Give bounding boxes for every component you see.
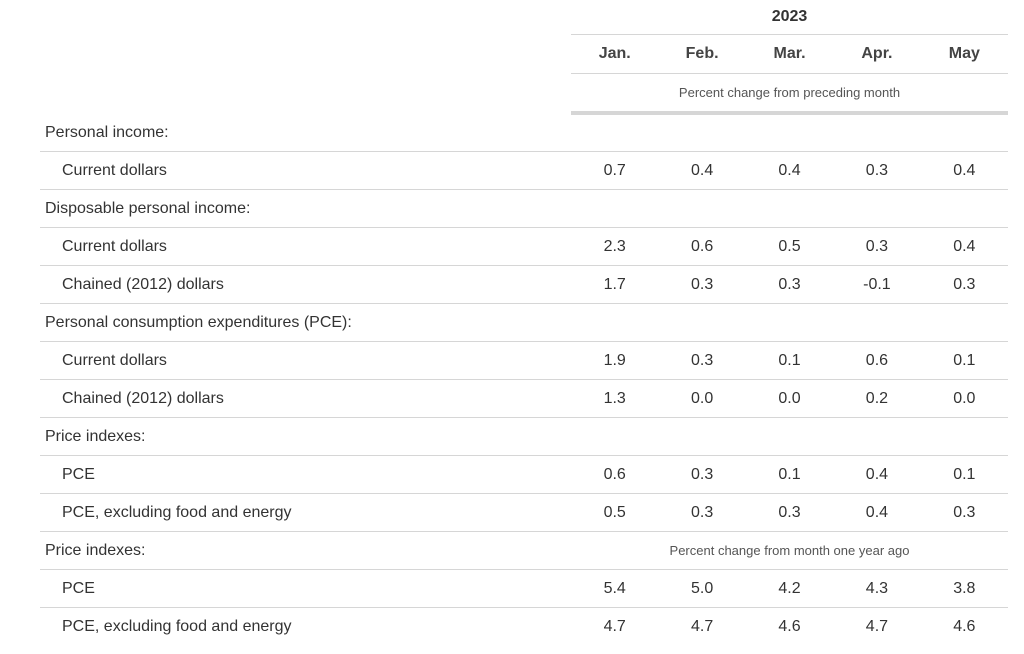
table-cell: 4.7 <box>603 617 626 635</box>
table-cell: 4.2 <box>778 579 801 597</box>
row-label: Price indexes: <box>45 541 146 559</box>
table-row: Current dollars 0.7 0.4 0.4 0.3 0.4 <box>40 151 1008 189</box>
table-cell: 0.3 <box>690 275 714 293</box>
row-label: Personal income: <box>45 123 169 141</box>
table-row: Current dollars 1.9 0.3 0.1 0.6 0.1 <box>40 341 1008 379</box>
table-cell: 0.0 <box>690 389 714 407</box>
month-header: Mar. <box>773 45 806 62</box>
table-cell: 0.3 <box>953 275 976 293</box>
table-cell: 3.8 <box>953 579 976 597</box>
table-cell: 5.0 <box>690 579 714 597</box>
table-cell: 0.3 <box>690 503 714 521</box>
year-header: 2023 <box>571 0 1008 35</box>
table-cell: 0.1 <box>953 465 976 483</box>
table-cell: 0.0 <box>953 389 976 407</box>
table-row: PCE, excluding food and energy 4.7 4.7 4.6 4… <box>40 607 1008 645</box>
table-cell: 0.4 <box>865 503 889 521</box>
row-label: Current dollars <box>62 161 167 179</box>
table-cell: 0.1 <box>778 465 801 483</box>
table-cell: 0.5 <box>778 237 801 255</box>
section-header-row: Personal income: <box>40 114 1008 151</box>
table-cell: 0.0 <box>778 389 801 407</box>
table-cell: 0.2 <box>865 389 889 407</box>
table-cell: 0.7 <box>603 161 626 179</box>
row-label: Chained (2012) dollars <box>62 275 224 293</box>
table-cell: 5.4 <box>603 579 626 597</box>
table-cell: 0.4 <box>778 161 801 179</box>
table-row: Chained (2012) dollars 1.7 0.3 0.3 -0.1 0.3 <box>40 265 1008 303</box>
month-header: Feb. <box>685 45 719 62</box>
table-cell: 0.3 <box>953 503 976 521</box>
month-header: Jan. <box>598 45 631 62</box>
table-cell: 0.1 <box>953 351 976 369</box>
table-cell: 0.3 <box>690 351 714 369</box>
table-cell: -0.1 <box>863 275 891 293</box>
row-label: Personal consumption expenditures (PCE): <box>45 313 352 331</box>
table-cell: 0.6 <box>690 237 714 255</box>
row-label: PCE, excluding food and energy <box>62 617 292 635</box>
table-cell: 0.3 <box>690 465 714 483</box>
unit-note: Percent change from preceding month <box>571 74 1008 115</box>
section-header-row: Personal consumption expenditures (PCE): <box>40 303 1008 341</box>
row-label: Chained (2012) dollars <box>62 389 224 407</box>
row-label: PCE, excluding food and energy <box>62 503 292 521</box>
table-cell: 4.7 <box>865 617 889 635</box>
row-label: Current dollars <box>62 237 167 255</box>
table-cell: 0.3 <box>865 237 889 255</box>
table-cell: 0.3 <box>865 161 889 179</box>
table-cell: 1.3 <box>603 389 626 407</box>
month-header: May <box>948 45 980 62</box>
table-cell: 0.4 <box>865 465 889 483</box>
table-row: Current dollars 2.3 0.6 0.5 0.3 0.4 <box>40 227 1008 265</box>
table-row: PCE 5.4 5.0 4.2 4.3 3.8 <box>40 569 1008 607</box>
table-cell: 0.1 <box>778 351 801 369</box>
row-label: PCE <box>62 579 95 597</box>
table-cell: 4.3 <box>865 579 889 597</box>
data-table-body: Personal income: Current dollars 0.7 0.4 0.4… <box>40 114 1008 645</box>
row-label: Disposable personal income: <box>45 199 251 217</box>
table-cell: 1.9 <box>603 351 626 369</box>
table-cell: 0.3 <box>778 503 801 521</box>
table-cell: 0.3 <box>778 275 801 293</box>
month-header-row: Jan. Feb. Mar. Apr. May <box>571 35 1008 74</box>
unit-note: Percent change from month one year ago <box>669 543 910 558</box>
row-label: Current dollars <box>62 351 167 369</box>
table-cell: 0.5 <box>603 503 626 521</box>
table-cell: 4.7 <box>690 617 714 635</box>
table-cell: 1.7 <box>603 275 626 293</box>
table-cell: 2.3 <box>603 237 626 255</box>
month-header: Apr. <box>861 45 893 62</box>
table-cell: 4.6 <box>953 617 976 635</box>
section-header-row: Disposable personal income: <box>40 189 1008 227</box>
section-header-row: Price indexes: <box>40 417 1008 455</box>
table-cell: 0.4 <box>953 161 976 179</box>
row-label: Price indexes: <box>45 427 146 445</box>
table-cell: 0.4 <box>953 237 976 255</box>
table-cell: 4.6 <box>778 617 801 635</box>
section-header-row: Price indexes: Percent change from month … <box>40 531 1008 569</box>
table-row: Chained (2012) dollars 1.3 0.0 0.0 0.2 0.0 <box>40 379 1008 417</box>
table-cell: 0.4 <box>690 161 714 179</box>
table-cell: 0.6 <box>865 351 889 369</box>
table-cell: 0.6 <box>603 465 626 483</box>
table-row: PCE 0.6 0.3 0.1 0.4 0.1 <box>40 455 1008 493</box>
table-row: PCE, excluding food and energy 0.5 0.3 0.3 0… <box>40 493 1008 531</box>
row-label: PCE <box>62 465 95 483</box>
